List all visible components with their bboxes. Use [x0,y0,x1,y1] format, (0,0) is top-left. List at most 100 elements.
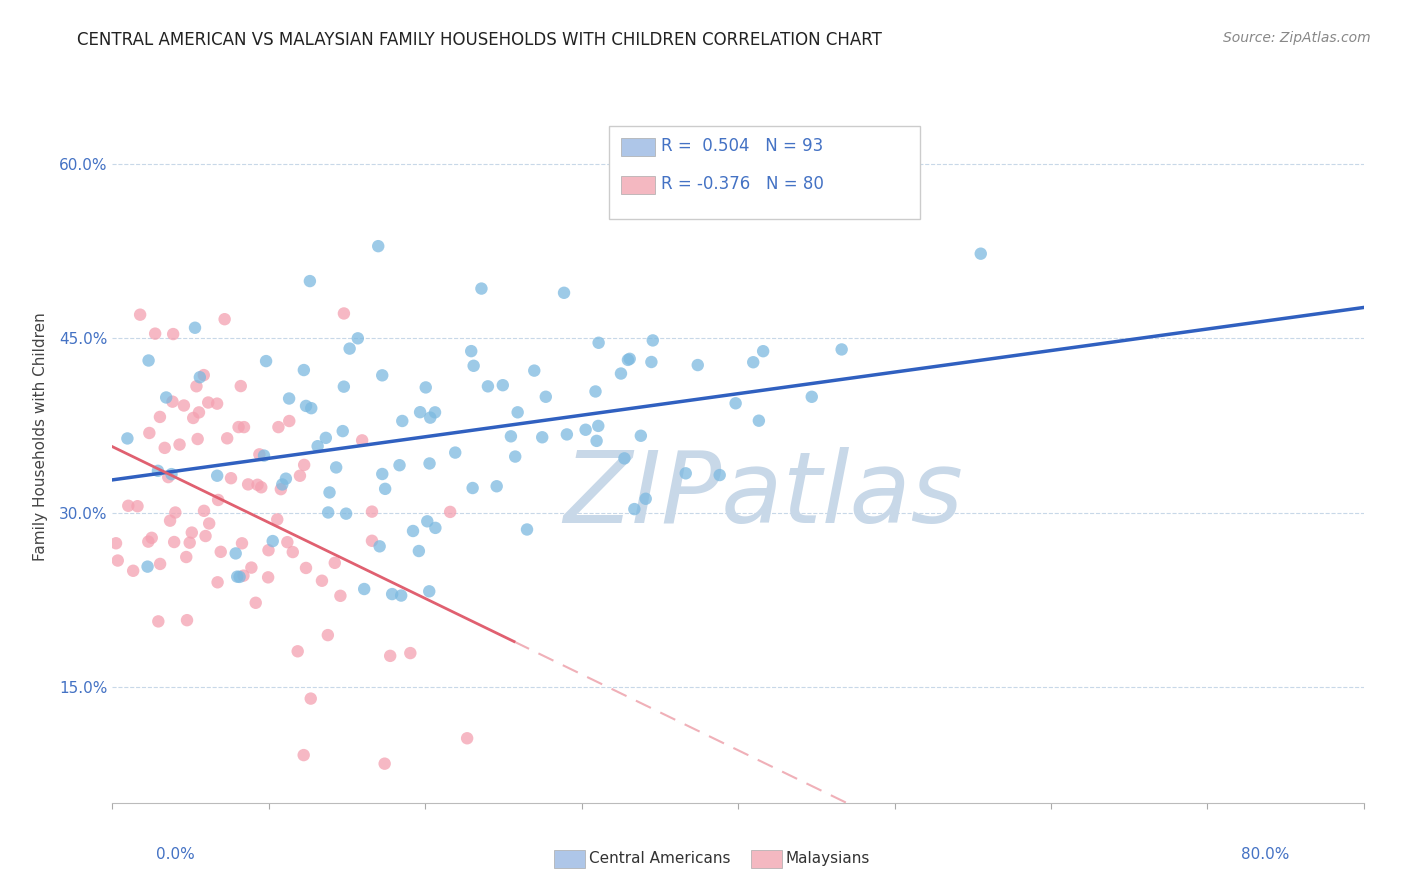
Point [399,646,422,660]
Point [425,521,447,535]
Point [641,334,664,348]
Point [117,499,139,513]
Point [463,359,485,373]
Point [630,429,652,443]
Point [456,731,478,746]
Point [153,441,176,455]
Point [307,439,329,453]
Point [138,425,160,440]
Point [391,414,413,428]
Point [225,546,247,560]
Point [724,396,747,410]
Point [418,584,440,599]
Point [267,420,290,434]
Point [470,282,492,296]
Point [292,458,315,472]
Point [197,395,219,409]
Point [585,384,607,399]
Y-axis label: Family Households with Children: Family Households with Children [32,313,48,561]
Point [205,397,228,411]
Point [315,431,337,445]
Point [162,327,184,342]
Point [575,423,598,437]
Point [122,564,145,578]
Point [374,756,396,771]
Point [228,570,250,584]
Point [292,363,315,377]
Point [188,405,211,419]
Point [146,464,169,478]
Point [129,308,152,322]
Point [157,470,180,484]
Point [143,326,166,341]
Point [136,534,159,549]
Point [181,411,204,425]
Point [368,539,391,553]
Point [295,561,318,575]
Point [531,430,554,444]
Point [138,353,160,368]
Point [588,335,610,350]
Point [555,427,578,442]
Text: CENTRAL AMERICAN VS MALAYSIAN FAMILY HOUSEHOLDS WITH CHILDREN CORRELATION CHART: CENTRAL AMERICAN VS MALAYSIAN FAMILY HOU… [77,31,882,49]
Point [160,467,183,482]
Point [194,529,217,543]
Text: Source: ZipAtlas.com: Source: ZipAtlas.com [1223,31,1371,45]
Point [333,379,356,393]
Point [408,544,430,558]
Point [335,507,357,521]
Point [439,505,461,519]
Point [970,246,993,260]
Point [159,514,181,528]
Point [173,399,195,413]
Point [184,320,207,334]
Point [318,485,340,500]
Point [588,418,610,433]
Point [460,344,482,359]
Point [193,504,215,518]
Point [245,596,267,610]
Point [709,468,731,483]
Point [553,285,575,300]
Point [163,535,186,549]
Point [361,505,384,519]
Point [415,380,437,394]
Point [402,524,425,538]
Point [250,480,273,494]
Point [232,568,254,582]
Point [748,414,770,428]
Point [253,449,276,463]
Point [205,468,228,483]
Point [266,512,288,526]
Point [610,367,633,381]
Point [380,648,402,663]
Point [209,545,232,559]
Point [105,536,128,550]
Point [247,447,270,461]
Point [176,613,198,627]
Point [329,589,352,603]
Point [292,748,315,763]
Text: R =  0.504   N = 93: R = 0.504 N = 93 [661,137,823,155]
Point [752,344,775,359]
Point [298,274,321,288]
Point [419,410,441,425]
Point [686,358,709,372]
Text: Central Americans: Central Americans [589,851,731,865]
Point [371,467,394,481]
Point [503,450,526,464]
Point [361,533,384,548]
Point [188,370,211,384]
Point [523,363,546,377]
Point [389,589,412,603]
Point [228,420,250,434]
Point [276,535,298,549]
Point [262,534,284,549]
Point [374,482,396,496]
Point [155,391,177,405]
Point [388,458,411,473]
Point [516,523,538,537]
Point [229,379,252,393]
Text: R = -0.376   N = 80: R = -0.376 N = 80 [661,175,824,193]
Point [107,553,129,567]
